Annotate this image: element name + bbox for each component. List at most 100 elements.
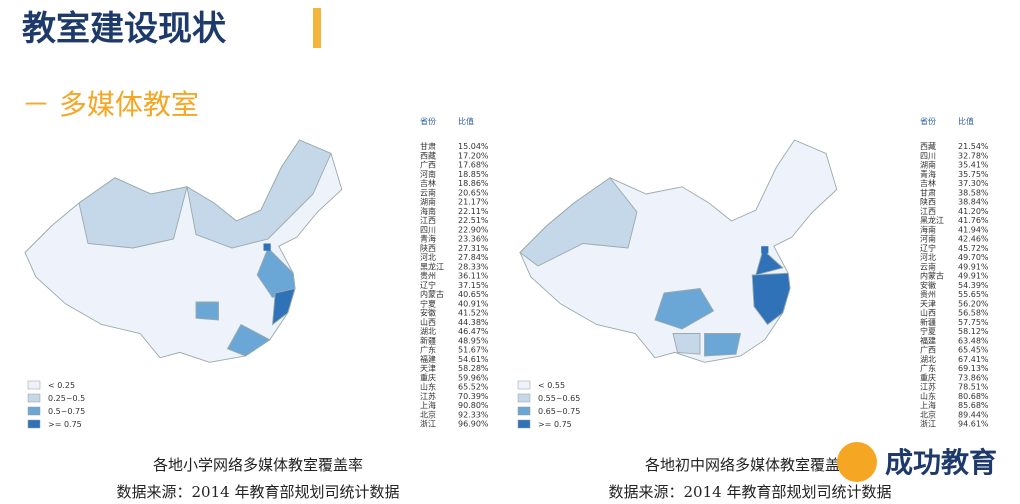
- table-province: 甘肃: [920, 187, 936, 197]
- legend-swatch: [27, 419, 41, 429]
- table-value: 67.41%: [958, 355, 989, 364]
- table-value: 28.33%: [458, 262, 489, 271]
- table-province: 辽宁: [420, 280, 436, 290]
- table-province: 西藏: [420, 150, 436, 160]
- table-province: 黑龙江: [420, 261, 444, 271]
- legend-label: 0.5~0.75: [48, 407, 85, 416]
- table-province: 江苏: [420, 391, 436, 401]
- table-province: 四川: [920, 151, 936, 160]
- table-value: 36.11%: [458, 272, 489, 281]
- table-province: 上海: [420, 400, 436, 410]
- table-value: 38.58%: [958, 188, 989, 197]
- legend-swatch: [517, 406, 531, 416]
- table-province: 海南: [920, 224, 936, 234]
- table-value: 27.31%: [458, 244, 489, 253]
- table-province: 黑龙江: [920, 215, 944, 225]
- table-province: 新疆: [920, 317, 936, 327]
- subtitle: － 多媒体教室: [22, 88, 199, 121]
- table-province: 天津: [420, 363, 436, 373]
- table-header: 比值: [958, 116, 974, 126]
- legend-label: < 0.55: [538, 381, 565, 390]
- table-value: 22.11%: [458, 207, 489, 216]
- table-value: 40.91%: [458, 299, 489, 308]
- table-header: 省份: [420, 116, 436, 126]
- legend-swatch: [517, 393, 531, 403]
- caption: 各地小学网络多媒体教室覆盖率: [153, 456, 363, 474]
- table-province: 内蒙古: [920, 271, 944, 281]
- table-province: 重庆: [420, 372, 436, 382]
- table-value: 59.96%: [458, 373, 489, 382]
- table-value: 56.58%: [958, 309, 989, 318]
- table-header: 比值: [458, 116, 474, 126]
- table-value: 44.38%: [458, 318, 489, 327]
- table-value: 41.52%: [458, 309, 489, 318]
- table-value: 46.47%: [458, 327, 489, 336]
- table-value: 17.20%: [458, 151, 489, 160]
- table-value: 51.67%: [458, 346, 489, 355]
- table-province: 青海: [420, 234, 436, 244]
- table-value: 85.68%: [958, 401, 989, 410]
- table-value: 55.65%: [958, 290, 989, 299]
- logo-text: 成功教育: [885, 446, 997, 479]
- caption: 各地初中网络多媒体教室覆盖率: [645, 456, 855, 474]
- table-province: 北京: [920, 409, 936, 419]
- table-province: 安徽: [920, 280, 936, 290]
- table-value: 23.36%: [458, 235, 489, 244]
- table-value: 70.39%: [458, 392, 489, 401]
- table-value: 65.52%: [458, 383, 489, 392]
- table-province: 云南: [420, 187, 436, 197]
- legend-label: >= 0.75: [48, 420, 82, 429]
- table-province: 江苏: [920, 382, 936, 392]
- table-value: 18.85%: [458, 170, 489, 179]
- table-province: 云南: [920, 261, 936, 271]
- table-province: 陕西: [920, 197, 936, 207]
- table-province: 海南: [420, 206, 436, 216]
- map: [24, 139, 343, 363]
- table-value: 78.51%: [958, 383, 989, 392]
- table-value: 73.86%: [958, 373, 989, 382]
- legend-swatch: [27, 380, 41, 390]
- table-province: 河南: [920, 234, 936, 244]
- table-value: 92.33%: [458, 410, 489, 419]
- table-value: 54.61%: [458, 355, 489, 364]
- table-province: 湖北: [420, 327, 436, 336]
- table-value: 15.04%: [458, 142, 489, 151]
- table-province: 福建: [420, 354, 436, 364]
- table-value: 17.68%: [458, 161, 489, 170]
- table-value: 22.90%: [458, 225, 489, 234]
- logo: 成功教育: [837, 442, 997, 482]
- table-value: 56.20%: [958, 299, 989, 308]
- table-province: 甘肃: [420, 141, 436, 151]
- source: 数据来源：2014 年教育部规划司统计数据: [609, 483, 892, 501]
- legend-swatch: [27, 393, 41, 403]
- table-province: 浙江: [420, 419, 436, 429]
- table-province: 重庆: [920, 372, 936, 382]
- table-province: 广东: [420, 345, 436, 355]
- table-province: 宁夏: [420, 298, 436, 308]
- table-province: 河北: [420, 252, 436, 262]
- table-province: 吉林: [920, 178, 936, 188]
- table-province: 贵州: [420, 271, 436, 281]
- table-value: 37.15%: [458, 281, 489, 290]
- legend-label: < 0.25: [48, 381, 75, 390]
- table-province: 河北: [920, 252, 936, 262]
- table-province: 青海: [920, 169, 936, 179]
- table-value: 41.94%: [958, 225, 989, 234]
- table-value: 90.80%: [458, 401, 489, 410]
- table-value: 48.95%: [458, 336, 489, 345]
- table-value: 96.90%: [458, 420, 489, 429]
- table-province: 辽宁: [920, 243, 936, 253]
- legend-label: 0.25~0.5: [48, 394, 85, 403]
- table-province: 湖南: [420, 197, 436, 207]
- table-header: 省份: [920, 116, 936, 126]
- table-value: 18.86%: [458, 179, 489, 188]
- table-value: 20.65%: [458, 188, 489, 197]
- table-province: 贵州: [920, 289, 936, 299]
- table-province: 湖北: [920, 355, 936, 364]
- table-value: 42.46%: [958, 235, 989, 244]
- table-province: 广西: [420, 160, 436, 170]
- table-value: 58.12%: [958, 327, 989, 336]
- table-value: 63.48%: [958, 336, 989, 345]
- table-province: 广东: [920, 363, 936, 373]
- table-province: 四川: [420, 225, 436, 234]
